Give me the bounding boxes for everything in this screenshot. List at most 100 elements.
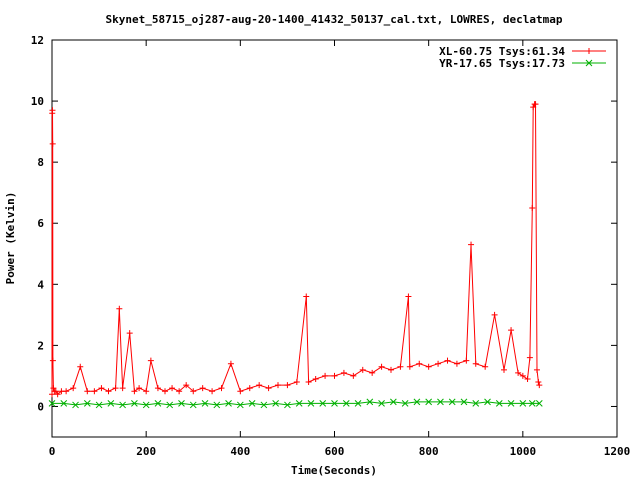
data-point [199,385,206,392]
data-point [528,400,536,407]
data-point [83,400,91,407]
data-point [322,372,329,379]
data-point [48,400,56,407]
data-point [425,398,433,406]
series-2 [48,398,543,409]
data-point [390,398,397,406]
data-point [340,369,347,376]
data-point [319,400,327,407]
data-point [444,357,451,364]
data-point [460,398,468,406]
data-point [491,311,498,318]
data-point [437,398,444,406]
data-point [218,385,225,392]
data-point [154,385,161,392]
data-point [49,357,56,364]
data-point [119,385,126,392]
data-point [350,372,357,379]
data-point [295,400,303,407]
data-point [237,388,244,395]
data-point [63,388,70,395]
data-point [536,382,543,389]
data-point [91,388,98,395]
data-point [50,385,57,392]
data-point [248,400,256,407]
data-point [482,363,489,370]
data-point [331,372,338,379]
data-point [468,241,475,248]
data-point [225,400,232,407]
x-tick-label: 1200 [604,445,631,458]
data-point [162,388,168,395]
data-point [501,366,507,373]
data-point [131,400,138,407]
data-point [70,385,77,392]
data-point [147,357,154,364]
data-point [60,400,68,407]
data-point [72,401,79,409]
data-point [359,366,366,373]
y-tick-label: 10 [31,95,44,108]
data-point [401,400,409,407]
y-tick-label: 8 [37,156,44,169]
data-point [98,385,105,392]
y-tick-label: 4 [37,278,44,291]
data-point [406,363,413,370]
data-point [535,379,542,386]
data-point [463,357,470,364]
x-tick-label: 600 [325,445,345,458]
y-tick-label: 12 [31,34,44,47]
x-tick-label: 1000 [510,445,537,458]
data-point [354,400,362,407]
data-point [342,400,350,407]
legend-marker [586,48,592,54]
data-point [116,305,123,312]
data-point [107,400,115,407]
data-point [533,366,540,373]
data-point [256,382,263,389]
data-point [49,107,56,114]
data-point [126,330,133,337]
data-point [366,398,374,406]
data-point [189,401,197,409]
data-point [178,400,185,407]
data-point [131,388,138,395]
data-point [190,388,197,395]
data-point [472,360,479,367]
data-point [529,204,536,211]
data-point [105,388,112,395]
data-point [305,379,312,386]
data-point [183,382,190,389]
data-point [526,354,533,361]
data-point [524,375,531,382]
data-point [142,401,150,409]
data-point [293,379,300,386]
data-point [227,360,234,367]
data-point [453,360,460,367]
data-point [508,327,515,334]
data-point [95,401,103,409]
data-point [119,401,126,409]
data-point [303,293,310,300]
data-point [331,400,338,407]
data-point [448,398,456,406]
chart-title: Skynet_58715_oj287-aug-20-1400_41432_501… [106,13,563,26]
data-point [519,400,527,407]
data-point [236,401,244,409]
data-point [472,400,480,407]
data-point [378,363,385,370]
data-point [284,382,291,389]
data-point [52,388,59,395]
data-point [507,400,515,407]
data-point [519,372,526,379]
data-point [136,385,143,392]
data-point [246,385,253,392]
axes: 0 2 4 6 8 10 12 0 200 400 600 800 1000 1200 [31,34,631,458]
data-point [535,400,543,407]
series-1 [49,101,543,398]
data-point [425,363,432,370]
data-point [260,401,268,409]
data-point [169,385,176,392]
data-point [201,400,209,407]
